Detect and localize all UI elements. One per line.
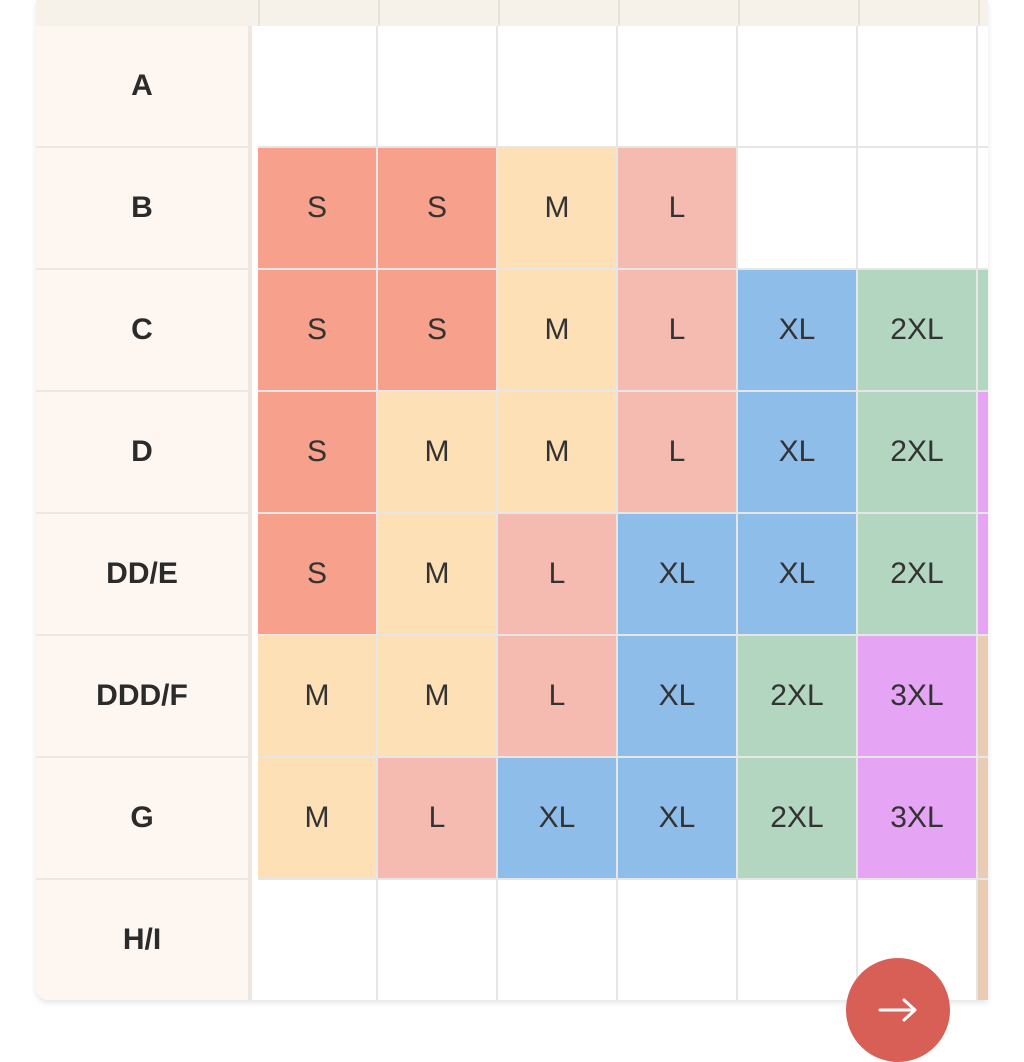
size-cell: 3XL <box>858 636 978 758</box>
size-cell: M <box>498 392 618 514</box>
row-label: H/I <box>36 880 248 1000</box>
size-cell: M <box>378 392 498 514</box>
arrow-right-icon <box>878 998 917 1022</box>
size-cell <box>498 26 618 148</box>
size-cell: S <box>258 392 378 514</box>
size-cell: L <box>618 270 738 392</box>
size-cell <box>258 26 378 148</box>
size-cell: S <box>258 514 378 636</box>
size-cell <box>858 26 978 148</box>
size-cell: XL <box>498 758 618 880</box>
column-header-cell <box>978 0 988 26</box>
row-label: B <box>36 148 248 270</box>
bra-size-chart: S S M L S S M L XL 2XL S M M L XL 2XL S M L XL XL 2XL M M L XL 2XL… <box>36 0 988 1000</box>
row-label: D <box>36 392 248 514</box>
column-header-cell <box>258 0 378 26</box>
size-cell-offscreen <box>978 148 988 270</box>
size-cell <box>378 26 498 148</box>
column-header-strip <box>36 0 988 26</box>
size-cell <box>258 880 378 1000</box>
size-cell <box>618 880 738 1000</box>
next-button[interactable] <box>846 958 950 1062</box>
size-cell: S <box>258 270 378 392</box>
size-cell: M <box>498 270 618 392</box>
column-header-cell <box>618 0 738 26</box>
size-cell <box>498 880 618 1000</box>
size-cell <box>378 880 498 1000</box>
size-cell: L <box>378 758 498 880</box>
row-label: A <box>36 26 248 148</box>
size-cell-offscreen <box>978 514 988 636</box>
size-cell: 2XL <box>738 636 858 758</box>
size-cell-offscreen <box>978 880 988 1000</box>
column-header-cell <box>738 0 858 26</box>
size-cell: M <box>258 758 378 880</box>
size-cell: L <box>618 148 738 270</box>
size-cell: L <box>618 392 738 514</box>
size-cell: XL <box>618 514 738 636</box>
size-cell: S <box>258 148 378 270</box>
size-cell: M <box>378 636 498 758</box>
column-header-cell <box>378 0 498 26</box>
size-cell: M <box>258 636 378 758</box>
row-label: C <box>36 270 248 392</box>
size-cell: XL <box>738 514 858 636</box>
row-label: DD/E <box>36 514 248 636</box>
size-cell-offscreen <box>978 636 988 758</box>
size-cell-offscreen <box>978 26 988 148</box>
size-cell <box>738 880 858 1000</box>
row-label: G <box>36 758 248 880</box>
size-cell: 3XL <box>858 758 978 880</box>
size-cell: XL <box>738 392 858 514</box>
size-cell: 2XL <box>858 514 978 636</box>
size-cell <box>738 148 858 270</box>
size-cell: 2XL <box>858 270 978 392</box>
size-cell-offscreen <box>978 270 988 392</box>
size-cell: 2XL <box>858 392 978 514</box>
size-cell: M <box>378 514 498 636</box>
size-cell <box>738 26 858 148</box>
size-cell <box>618 26 738 148</box>
size-cell-offscreen <box>978 758 988 880</box>
size-cell: XL <box>618 636 738 758</box>
column-header-cell <box>498 0 618 26</box>
size-cell: S <box>378 270 498 392</box>
size-cell: L <box>498 514 618 636</box>
size-cell: 2XL <box>738 758 858 880</box>
size-cell: S <box>378 148 498 270</box>
size-cell-offscreen <box>978 392 988 514</box>
size-cell: XL <box>618 758 738 880</box>
size-cell: XL <box>738 270 858 392</box>
row-label: DDD/F <box>36 636 248 758</box>
size-cell: M <box>498 148 618 270</box>
size-cell <box>858 148 978 270</box>
size-cell: L <box>498 636 618 758</box>
column-header-cell <box>858 0 978 26</box>
